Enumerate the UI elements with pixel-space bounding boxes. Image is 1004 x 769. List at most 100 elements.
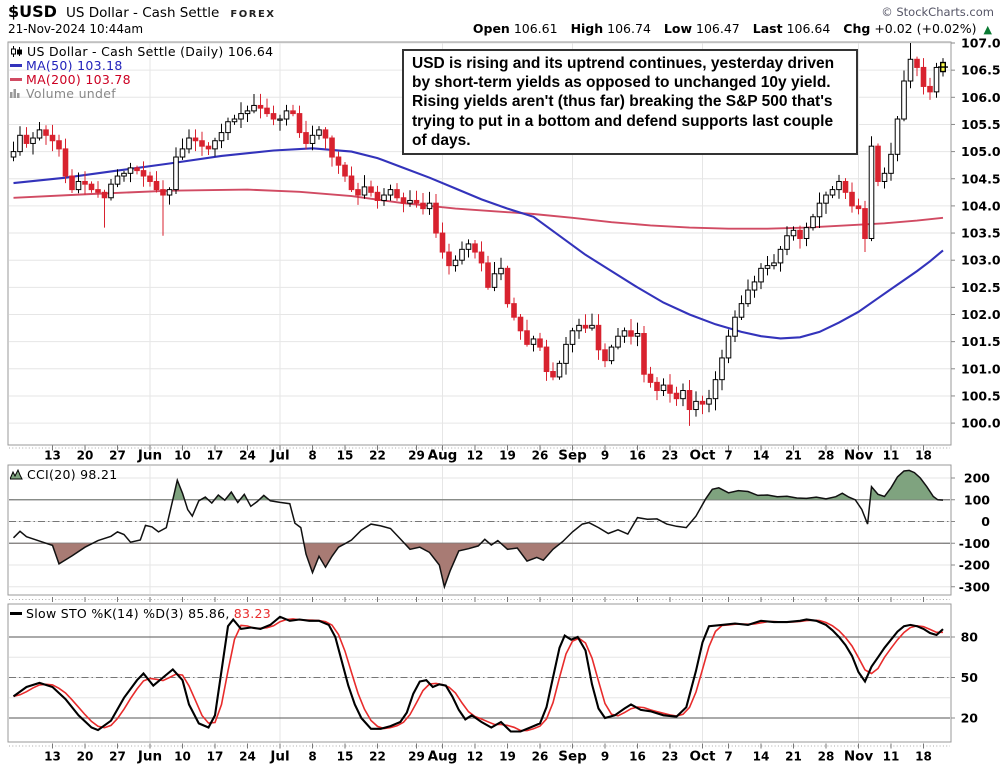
svg-text:16: 16 <box>629 750 646 764</box>
svg-text:29: 29 <box>408 750 425 764</box>
legend-ma50-label: MA(50) 103.18 <box>26 57 123 73</box>
change-up-arrow-icon: ▲ <box>983 23 992 36</box>
svg-text:11: 11 <box>883 750 900 764</box>
svg-text:Nov: Nov <box>844 448 874 464</box>
svg-text:Sep: Sep <box>558 448 587 464</box>
sto-k-label: Slow STO %K(14) %D(3) 85.86, <box>26 606 230 621</box>
svg-text:105.0: 105.0 <box>961 144 1001 159</box>
svg-text:50: 50 <box>961 670 979 685</box>
svg-text:13: 13 <box>44 750 61 764</box>
y-axis-labels: 107.0 106.5 106.0 105.5 105.0 104.5 104.0 103.5… <box>951 36 1001 726</box>
svg-text:-200: -200 <box>959 558 991 573</box>
svg-text:15: 15 <box>337 449 354 463</box>
symbol-name: US Dollar - Cash Settle <box>66 5 220 21</box>
svg-text:20: 20 <box>77 449 94 463</box>
svg-text:100.5: 100.5 <box>961 388 1001 403</box>
sto-d-value: 83.23 <box>233 606 271 621</box>
svg-text:Jul: Jul <box>269 749 289 765</box>
svg-text:14: 14 <box>753 449 770 463</box>
svg-text:26: 26 <box>532 449 549 463</box>
svg-text:Jun: Jun <box>137 749 162 765</box>
svg-text:20: 20 <box>961 711 979 726</box>
svg-text:Oct: Oct <box>690 749 716 765</box>
svg-text:21: 21 <box>785 449 802 463</box>
legend-main-label: US Dollar - Cash Settle (Daily) 106.64 <box>27 43 274 59</box>
quote-bar: Open 106.61 High 106.74 Low 106.47 Last 106.… <box>464 21 992 36</box>
moving-averages <box>13 147 944 340</box>
svg-text:Sep: Sep <box>558 749 587 765</box>
sto-k-swatch <box>10 612 22 615</box>
open-label: Open <box>472 21 510 36</box>
chg-value: +0.02 (+0.02%) <box>874 21 977 36</box>
svg-text:-300: -300 <box>959 579 991 594</box>
svg-text:80: 80 <box>961 630 979 645</box>
svg-text:Aug: Aug <box>428 749 458 765</box>
svg-text:102.5: 102.5 <box>961 280 1001 295</box>
svg-text:17: 17 <box>207 449 224 463</box>
svg-text:100: 100 <box>964 492 990 507</box>
legend-ma200-label: MA(200) 103.78 <box>26 71 131 87</box>
svg-text:10: 10 <box>174 449 191 463</box>
candlestick-icon <box>10 45 23 57</box>
svg-text:12: 12 <box>467 449 484 463</box>
svg-text:105.5: 105.5 <box>961 117 1001 132</box>
volume-bars-icon <box>10 88 22 98</box>
svg-text:Jul: Jul <box>269 448 289 464</box>
svg-text:Nov: Nov <box>844 749 874 765</box>
svg-text:200: 200 <box>964 471 990 486</box>
svg-text:104.0: 104.0 <box>961 198 1001 213</box>
svg-text:26: 26 <box>532 750 549 764</box>
svg-text:27: 27 <box>109 449 126 463</box>
svg-text:24: 24 <box>239 449 256 463</box>
cci-legend: CCI(20) 98.21 <box>10 467 117 482</box>
svg-text:16: 16 <box>629 449 646 463</box>
svg-text:102.0: 102.0 <box>961 307 1001 322</box>
ma200-line-swatch <box>10 77 22 81</box>
cci-label: CCI(20) 98.21 <box>27 467 118 482</box>
svg-text:101.5: 101.5 <box>961 334 1001 349</box>
cci-series <box>12 469 944 590</box>
svg-text:13: 13 <box>44 449 61 463</box>
chart-title: $USD US Dollar - Cash Settle FOREX <box>8 2 275 21</box>
panel-frames <box>7 41 952 743</box>
svg-text:8: 8 <box>308 750 316 764</box>
annotation-note: USD is rising and its uptrend continues,… <box>402 49 858 156</box>
ma200-line <box>13 188 944 230</box>
svg-text:23: 23 <box>662 750 679 764</box>
svg-text:12: 12 <box>467 750 484 764</box>
svg-text:19: 19 <box>499 449 516 463</box>
low-label: Low <box>663 21 692 36</box>
open-value: 106.61 <box>513 21 558 36</box>
datetime: 21-Nov-2024 10:44am <box>8 22 144 36</box>
svg-text:27: 27 <box>109 750 126 764</box>
chg-label: Chg <box>843 21 871 36</box>
ma50-line <box>13 147 944 340</box>
svg-text:101.0: 101.0 <box>961 361 1001 376</box>
svg-text:103.5: 103.5 <box>961 226 1001 241</box>
svg-text:18: 18 <box>915 750 932 764</box>
svg-text:106.5: 106.5 <box>961 63 1001 78</box>
svg-text:0: 0 <box>981 514 990 529</box>
svg-text:8: 8 <box>308 449 316 463</box>
svg-text:18: 18 <box>915 449 932 463</box>
axis-ruler <box>9 445 950 749</box>
svg-text:19: 19 <box>499 750 516 764</box>
svg-text:7: 7 <box>724 750 732 764</box>
svg-text:11: 11 <box>883 449 900 463</box>
svg-text:7: 7 <box>724 449 732 463</box>
svg-text:104.5: 104.5 <box>961 171 1001 186</box>
svg-text:Aug: Aug <box>428 448 458 464</box>
svg-text:100.0: 100.0 <box>961 416 1001 431</box>
svg-text:10: 10 <box>174 750 191 764</box>
svg-text:28: 28 <box>818 750 835 764</box>
svg-text:23: 23 <box>662 449 679 463</box>
candlestick-series <box>10 43 948 426</box>
main-chart-legend: US Dollar - Cash Settle (Daily) 106.64 M… <box>10 43 274 101</box>
x-axis-labels: 13 20 27 Jun 10 17 24 Jul 8 15 22 29 Aug 12 19 26 Sep 9 16… <box>44 448 932 765</box>
high-value: 106.74 <box>607 21 651 36</box>
svg-text:9: 9 <box>601 750 609 764</box>
last-value: 106.64 <box>786 21 831 36</box>
last-label: Last <box>752 21 783 36</box>
